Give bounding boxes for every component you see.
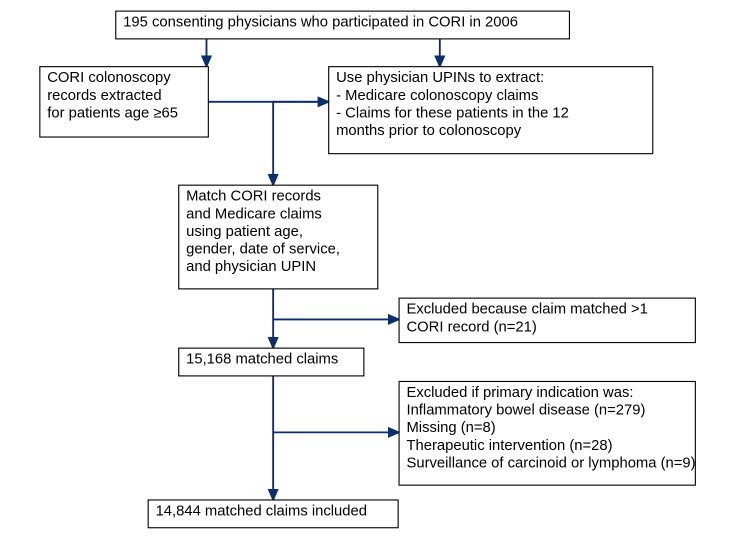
flow-node-text-line: Inflammatory bowel disease (n=279) xyxy=(406,402,645,418)
flow-node-text-line: Use physician UPINs to extract: xyxy=(336,70,544,86)
flowchart-canvas: 195 consenting physicians who participat… xyxy=(0,0,750,537)
flow-node-text-line: 195 consenting physicians who participat… xyxy=(123,14,518,30)
flow-node-mid: 15,168 matched claims xyxy=(179,348,364,376)
flow-node-text: 15,168 matched claims xyxy=(186,351,338,367)
nodes-layer: 195 consenting physicians who participat… xyxy=(40,11,696,528)
flow-node-text-line: Therapeutic intervention (n=28) xyxy=(406,437,612,453)
flow-node-text-line: and Medicare claims xyxy=(186,206,322,222)
flow-node-final: 14,844 matched claims included xyxy=(148,500,398,528)
flow-node-top: 195 consenting physicians who participat… xyxy=(116,11,570,39)
flow-node-text-line: Surveillance of carcinoid or lymphoma (n… xyxy=(406,455,695,471)
flow-node-text-line: Match CORI records xyxy=(186,188,321,204)
flow-node-text-line: 15,168 matched claims xyxy=(186,351,338,367)
flow-node-text-line: for patients age ≥65 xyxy=(47,105,178,121)
flow-node-left1: CORI colonoscopyrecords extracted for pat… xyxy=(40,67,209,137)
flow-node-text-line: records extracted xyxy=(47,87,161,103)
flow-node-text-line: Excluded because claim matched >1 xyxy=(406,301,647,317)
flow-node-text-line: CORI colonoscopy xyxy=(47,70,171,86)
flow-node-text-line: months prior to colonoscopy xyxy=(336,123,522,139)
flow-node-match: Match CORI records and Medicare claims usi… xyxy=(179,185,378,289)
flow-node-text-line: gender, date of service, xyxy=(186,241,340,257)
flow-node-text-line: - Claims for these patients in the 12 xyxy=(336,105,569,121)
flow-node-excl2: Excluded if primary indication was:Infla… xyxy=(399,381,696,485)
flow-arrow xyxy=(273,102,329,185)
flow-node-text: 195 consenting physicians who participat… xyxy=(123,14,518,30)
flow-node-text: 14,844 matched claims included xyxy=(156,503,367,519)
flow-node-text-line: using patient age, xyxy=(186,224,303,240)
flow-node-text: CORI colonoscopyrecords extracted for pat… xyxy=(47,70,178,121)
flow-node-text-line: Excluded if primary indication was: xyxy=(406,385,633,401)
flow-node-text-line: 14,844 matched claims included xyxy=(156,503,367,519)
flow-node-text-line: and physician UPIN xyxy=(186,259,316,275)
flow-node-text-line: Missing (n=8) xyxy=(406,420,495,436)
flow-node-right1: Use physician UPINs to extract:- Medicar… xyxy=(329,67,653,154)
flow-node-excl1: Excluded because claim matched >1 CORI re… xyxy=(399,298,695,342)
flow-node-text-line: - Medicare colonoscopy claims xyxy=(336,87,538,103)
flow-node-text-line: CORI record (n=21) xyxy=(406,319,536,335)
